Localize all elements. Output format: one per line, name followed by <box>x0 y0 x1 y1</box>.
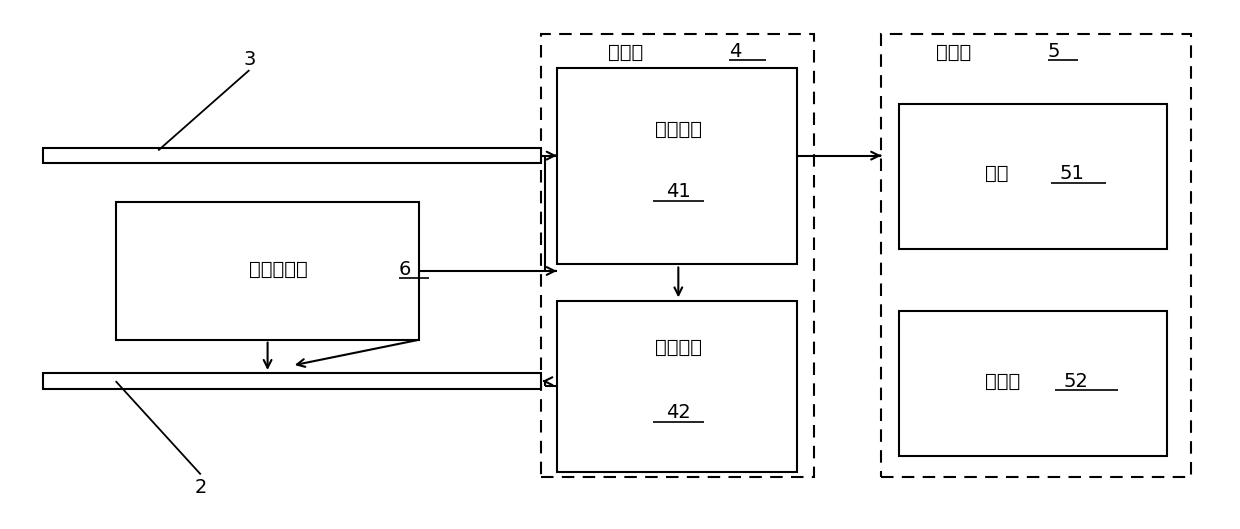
Text: 52: 52 <box>1064 372 1089 390</box>
Text: 指示灯: 指示灯 <box>985 372 1019 390</box>
Bar <box>541 34 815 477</box>
Text: 51: 51 <box>1060 165 1085 183</box>
Text: 调节模块: 调节模块 <box>655 338 702 357</box>
Text: 判断模块: 判断模块 <box>655 120 702 139</box>
Text: 42: 42 <box>666 403 691 422</box>
Bar <box>882 34 1192 477</box>
Text: 3: 3 <box>243 50 255 69</box>
Bar <box>115 202 419 340</box>
Text: 41: 41 <box>666 183 691 202</box>
Text: 5: 5 <box>1048 42 1060 61</box>
Bar <box>899 311 1167 457</box>
Text: 喇叭: 喇叭 <box>985 165 1008 183</box>
Bar <box>557 68 797 264</box>
Text: 4: 4 <box>729 42 742 61</box>
Text: 2: 2 <box>195 478 207 497</box>
Text: 报警器: 报警器 <box>936 42 971 61</box>
Bar <box>42 148 541 163</box>
Bar <box>42 373 541 389</box>
Text: 处理器: 处理器 <box>608 42 644 61</box>
Text: 信号灯模块: 信号灯模块 <box>249 260 308 279</box>
Bar <box>899 104 1167 249</box>
Bar <box>557 301 797 472</box>
Text: 6: 6 <box>399 260 412 279</box>
